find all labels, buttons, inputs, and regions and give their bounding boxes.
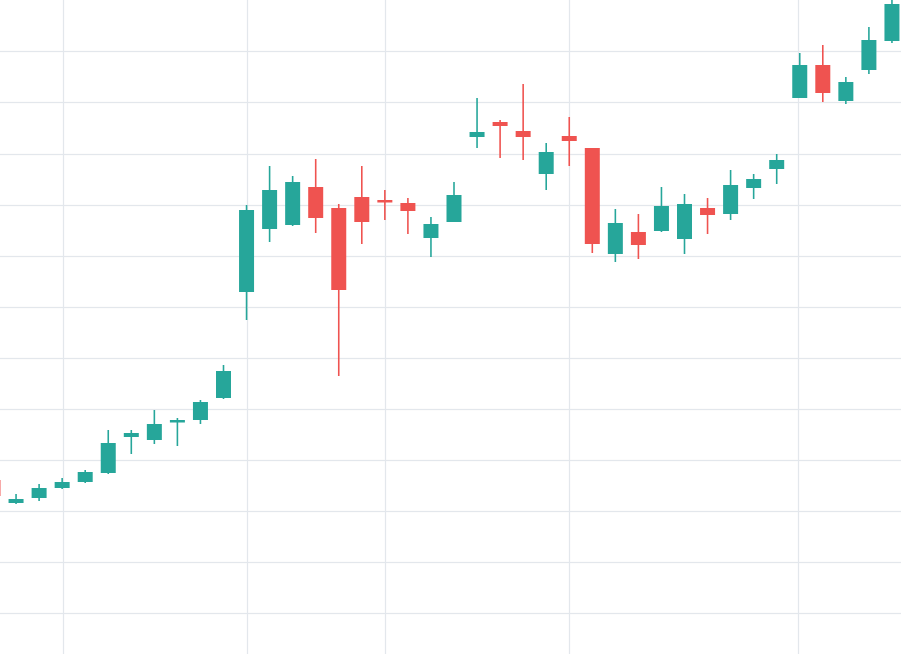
candle-body xyxy=(77,472,93,482)
candle xyxy=(607,209,623,262)
candle xyxy=(216,365,231,399)
candle-body xyxy=(884,4,900,41)
candle-body xyxy=(538,152,554,174)
candle xyxy=(723,170,739,220)
candle-body xyxy=(677,204,692,239)
candle-body xyxy=(377,200,393,203)
candle-body xyxy=(8,499,24,503)
candle-body xyxy=(700,208,716,215)
candle-body xyxy=(123,433,139,437)
candle-body xyxy=(792,65,808,98)
candle-body xyxy=(469,132,485,137)
candle-body xyxy=(354,197,370,222)
candle xyxy=(630,214,646,259)
candle xyxy=(239,205,255,320)
candle xyxy=(0,480,1,496)
candles xyxy=(0,0,900,504)
candle xyxy=(285,176,301,226)
candle xyxy=(400,198,416,234)
candle xyxy=(423,217,439,257)
candle-body xyxy=(723,185,739,214)
candle-body xyxy=(561,136,577,141)
candle-body xyxy=(146,424,162,440)
candle xyxy=(146,410,162,444)
candle xyxy=(561,117,577,166)
candle xyxy=(469,98,485,148)
candle xyxy=(884,0,900,43)
candle-body xyxy=(861,40,877,70)
candle-body xyxy=(838,82,854,101)
candle-body xyxy=(607,223,623,254)
candle xyxy=(815,45,831,102)
candle-body xyxy=(446,195,462,222)
candle-body xyxy=(515,131,531,137)
candle-body xyxy=(308,187,324,218)
candle xyxy=(538,143,554,190)
candle xyxy=(769,154,785,184)
candle-body xyxy=(584,148,600,244)
candle xyxy=(8,494,24,504)
candle xyxy=(54,478,70,489)
candle xyxy=(861,27,877,74)
candle-body xyxy=(492,122,508,126)
candle xyxy=(77,470,93,483)
candle xyxy=(354,166,370,244)
candle-body xyxy=(100,443,116,473)
candle xyxy=(700,198,716,234)
candle-body xyxy=(815,65,831,93)
candle xyxy=(492,120,508,158)
candle-body xyxy=(31,488,47,498)
candle xyxy=(169,418,185,446)
candle xyxy=(677,194,692,254)
candle-body xyxy=(630,232,646,245)
candle xyxy=(746,174,762,199)
candle xyxy=(446,182,462,222)
candle-body xyxy=(54,482,70,488)
candle-body xyxy=(169,420,185,423)
candle xyxy=(792,53,808,98)
candle xyxy=(377,190,393,220)
candle-body xyxy=(262,190,278,229)
candle xyxy=(123,430,139,454)
candle xyxy=(584,148,600,253)
candle xyxy=(262,166,278,242)
candle xyxy=(100,430,116,474)
candle-body xyxy=(400,203,416,211)
candle-body xyxy=(653,206,669,231)
candle xyxy=(653,187,669,232)
candle-body xyxy=(216,371,231,398)
candle-body xyxy=(769,160,785,169)
candle xyxy=(515,84,531,160)
candle-body xyxy=(239,210,255,292)
candle-body xyxy=(285,182,301,225)
candle-body xyxy=(746,179,762,188)
candle xyxy=(192,400,208,424)
candle xyxy=(31,484,47,501)
candle-body xyxy=(331,208,347,290)
candle xyxy=(838,77,854,104)
candle-body xyxy=(423,224,439,238)
candle-body xyxy=(192,402,208,420)
candle-body xyxy=(0,480,1,496)
candle xyxy=(331,204,347,376)
candle xyxy=(308,159,324,233)
